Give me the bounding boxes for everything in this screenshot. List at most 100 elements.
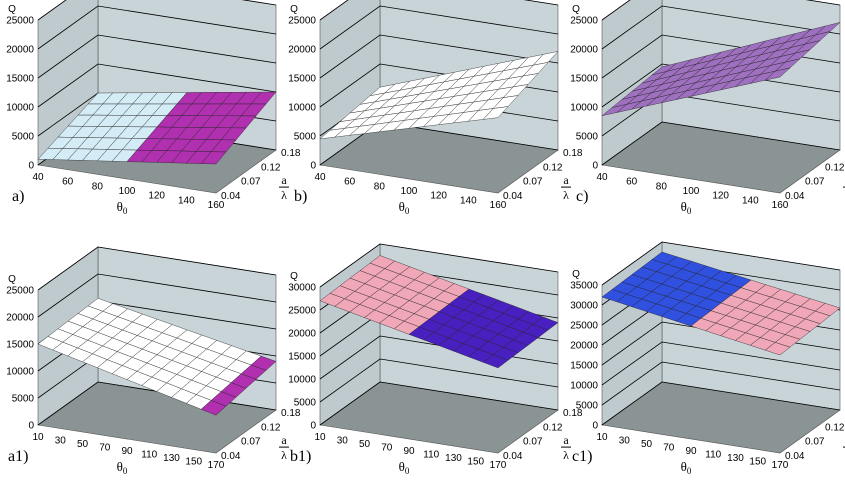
x-tick-label: 110 [423,450,439,461]
z-axis-label: Q [290,271,298,282]
surface-cell [482,354,509,369]
z-tick-label: 10000 [6,103,34,114]
z-tick-label: 0 [310,161,316,172]
y-axis-label-bottom: λ [281,188,287,202]
y-tick-label: 0.04 [503,191,523,202]
x-tick-label: 80 [374,181,386,192]
x-axis-label: θ0 [681,199,692,216]
z-tick-label: 25000 [570,321,598,332]
x-tick-label: 170 [490,460,507,471]
x-tick-label: 60 [344,177,356,188]
z-gridline [601,5,841,50]
z-tick-label: 20000 [570,341,598,352]
y-tick-label: 0.18 [563,408,583,419]
z-tick-label: 25000 [288,16,316,27]
x-tick-label: 50 [77,439,89,450]
z-tick-label: 25000 [288,306,316,317]
panel-label: c) [576,188,588,205]
x-tick-label: 70 [381,443,393,454]
x-tick-label: 140 [178,195,195,206]
x-tick-label: 70 [663,443,675,454]
z-tick-label: 15000 [288,74,316,85]
x-tick-label: 130 [727,453,744,464]
x-tick-label: 170 [772,460,789,471]
z-tick-label: 0 [592,421,598,432]
surface-mesh [319,255,559,369]
x-tick-label: 40 [596,172,608,183]
surface-mesh [601,251,841,356]
x-tick-label: 30 [55,436,67,447]
y-axis-label-bottom: λ [563,188,569,202]
x-tick-label: 170 [208,460,225,471]
z-tick-label: 5000 [294,132,317,143]
y-tick-label: 0.12 [825,422,845,433]
x-tick-label: 100 [683,186,700,197]
x-tick-label: 80 [92,181,104,192]
x-tick-label: 140 [460,195,477,206]
x-tick-label: 130 [163,453,180,464]
y-tick-label: 0.18 [281,408,301,419]
z-tick-label: 0 [28,161,34,172]
x-tick-label: 50 [641,439,653,450]
x-tick-label: 160 [772,200,789,211]
x-axis-label: θ0 [117,459,128,476]
z-tick-label: 10000 [6,367,34,378]
z-tick-label: 0 [28,421,34,432]
x-tick-label: 90 [685,446,697,457]
z-tick-label: 25000 [6,286,34,297]
x-tick-label: 120 [712,191,729,202]
z-tick-label: 0 [310,421,316,432]
surface-cell [764,67,791,81]
y-tick-label: 0.04 [221,191,241,202]
z-tick-label: 5000 [576,401,599,412]
z-gridline [37,5,277,50]
y-axis-label-top: a [563,173,569,187]
x-tick-label: 30 [619,436,631,447]
x-tick-label: 110 [141,450,157,461]
x-tick-label: 130 [445,453,462,464]
y-axis-label-top: a [281,173,287,187]
x-tick-label: 40 [314,172,326,183]
y-tick-label: 0.04 [785,191,805,202]
surface-mesh [37,298,277,416]
y-tick-label: 0.07 [805,437,825,448]
z-tick-label: 5000 [12,394,35,405]
y-tick-label: 0.12 [261,162,281,173]
x-tick-label: 30 [337,436,349,447]
z-gridline [37,34,277,79]
y-tick-label: 0.04 [785,451,805,462]
z-axis-label: Q [290,4,298,15]
z-tick-label: 20000 [570,45,598,56]
z-tick-label: 10000 [570,103,598,114]
z-gridline [37,0,277,21]
y-axis-label-bottom: λ [281,448,287,462]
x-axis-label: θ0 [399,199,410,216]
x-tick-label: 50 [359,439,371,450]
z-tick-label: 10000 [288,375,316,386]
y-tick-label: 0.07 [241,177,261,188]
z-gridline [319,0,559,21]
z-tick-label: 15000 [6,74,34,85]
x-axis-label: θ0 [681,459,692,476]
z-gridline [319,5,559,50]
x-tick-label: 10 [596,432,608,443]
z-tick-label: 0 [592,161,598,172]
z-gridline [601,63,841,108]
surface-cell [200,151,227,165]
z-gridline [601,121,841,166]
z-gridline [601,241,841,286]
x-tick-label: 110 [705,450,721,461]
x-tick-label: 80 [656,181,668,192]
z-axis-label: Q [8,4,16,15]
z-tick-label: 5000 [294,398,317,409]
y-tick-label: 0.12 [261,422,281,433]
x-tick-label: 60 [62,177,74,188]
surface-mesh [37,91,277,165]
x-axis-label: θ0 [117,199,128,216]
y-tick-label: 0.07 [805,177,825,188]
z-gridline [37,63,277,108]
